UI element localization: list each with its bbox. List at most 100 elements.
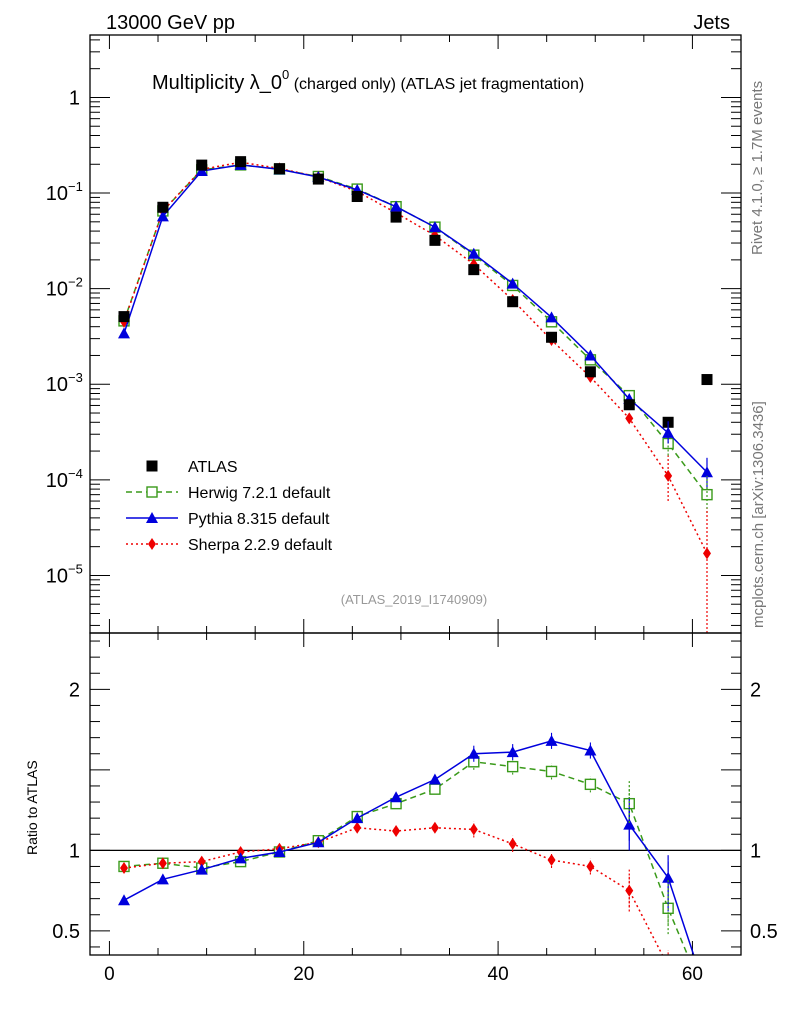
data-point: [623, 399, 635, 411]
y-tick-label: 10: [46, 183, 68, 205]
data-point: [157, 201, 169, 213]
data-point: [118, 311, 130, 323]
data-point: [546, 331, 558, 343]
y-tick-exponent: −2: [68, 275, 83, 290]
pythia-point: [584, 744, 597, 756]
data-point: [196, 159, 208, 171]
pythia-point: [118, 894, 131, 906]
data-point: [468, 264, 480, 276]
pythia-point: [234, 852, 247, 864]
plot-title-sub2: (ATLAS jet fragmentation): [396, 76, 584, 93]
pythia-point: [428, 773, 441, 785]
pythia-point: [467, 247, 480, 259]
x-tick-label: 60: [682, 964, 703, 985]
plot-title-sub1: (charged only): [289, 76, 396, 93]
pythia-line: [123, 164, 708, 473]
data-point: [351, 191, 363, 203]
y-tick-label: 0.5: [52, 921, 80, 943]
plot-title-main: Multiplicity λ_0: [152, 72, 282, 94]
pythia-point: [390, 200, 403, 212]
data-point: [584, 366, 596, 378]
sherpa-point: [469, 823, 478, 836]
x-tick-label: 40: [488, 964, 509, 985]
sherpa-point: [158, 857, 167, 870]
ratio-axis-ticks: 0 20 40 60 0.5 0.5 1 1 2 2: [52, 633, 778, 985]
pythia-ratio-line: [123, 740, 695, 955]
y-tick-label: 10: [46, 565, 68, 587]
legend-label: ATLAS: [188, 459, 238, 476]
header-collision-label: 13000 GeV pp: [106, 12, 235, 34]
analysis-label: (ATLAS_2019_I1740909): [341, 592, 487, 607]
sherpa-point: [430, 821, 439, 834]
sherpa-point: [508, 837, 517, 850]
pythia-point: [545, 734, 558, 746]
pythia-point: [390, 791, 403, 803]
y-tick-label: 2: [69, 679, 80, 701]
pythia-point: [312, 836, 325, 848]
data-point: [312, 173, 324, 185]
pythia-point: [467, 747, 480, 759]
pythia-point: [351, 812, 364, 824]
pythia-point: [273, 845, 286, 857]
plot-title: Multiplicity λ_00 (charged only) (ATLAS …: [152, 67, 584, 94]
ratio-panel-series: [118, 732, 695, 955]
legend-item: ATLAS: [146, 459, 238, 476]
y-tick-label-right: 1: [750, 840, 761, 862]
x-tick-label: 20: [293, 964, 314, 985]
pythia-point: [506, 277, 519, 289]
plot-title-sup: 0: [282, 67, 289, 82]
herwig-point: [506, 760, 519, 773]
legend-item: Pythia 8.315 default: [126, 511, 330, 528]
herwig-point: [584, 778, 597, 791]
y-tick-exponent: −4: [68, 466, 83, 481]
y-tick-label: 10: [46, 470, 68, 492]
legend-label: Sherpa 2.2.9 default: [188, 537, 333, 554]
sherpa-point: [120, 862, 129, 875]
herwig-ratio-line: [123, 761, 689, 955]
main-axis-ticks: 110−110−210−310−410−5: [46, 35, 741, 633]
pythia-point: [156, 210, 169, 222]
sherpa-point: [197, 855, 206, 868]
legend-label: Herwig 7.2.1 default: [188, 485, 331, 502]
pythia-point: [506, 746, 519, 758]
sherpa-point: [547, 854, 556, 867]
ratio-panel-frame: [89, 632, 742, 956]
sherpa-point: [392, 825, 401, 838]
legend: ATLAS Herwig 7.2.1 default Pythia 8.315 de…: [126, 459, 333, 554]
sherpa-ratio-line: [123, 827, 664, 955]
data-point: [701, 374, 713, 386]
pythia-point: [146, 512, 158, 523]
herwig-point: [545, 765, 558, 778]
header-process-label: Jets: [693, 12, 730, 34]
x-tick-label: 0: [104, 964, 115, 985]
sherpa-point: [702, 547, 711, 560]
sherpa-line: [123, 161, 708, 554]
y-tick-label: 1: [69, 840, 80, 862]
rivet-label: Rivet 4.1.0, ≥ 1.7M events: [749, 81, 766, 255]
data-point: [390, 211, 402, 223]
sherpa-point: [625, 412, 634, 425]
data-point: [146, 460, 158, 472]
pythia-point: [584, 349, 597, 361]
y-tick-label-right: 0.5: [750, 921, 778, 943]
ratio-y-axis-label: Ratio to ATLAS: [24, 760, 40, 855]
mcplots-label: mcplots.cern.ch [arXiv:1306.3436]: [750, 401, 767, 628]
data-point: [507, 296, 519, 308]
sherpa-point: [353, 821, 362, 834]
y-tick-label: 1: [69, 87, 80, 109]
data-point: [235, 156, 247, 168]
pythia-point: [156, 873, 169, 885]
legend-label: Pythia 8.315 default: [188, 511, 330, 528]
y-tick-label: 10: [46, 279, 68, 301]
herwig-point: [429, 783, 441, 795]
y-tick-exponent: −5: [68, 561, 83, 576]
pythia-point: [195, 863, 208, 875]
herwig-point: [146, 486, 158, 498]
herwig-line: [123, 164, 708, 496]
sherpa-point: [236, 845, 245, 858]
sherpa-point: [586, 860, 595, 873]
legend-item: Herwig 7.2.1 default: [126, 485, 331, 502]
data-point: [273, 163, 285, 175]
y-tick-label-right: 2: [750, 679, 761, 701]
